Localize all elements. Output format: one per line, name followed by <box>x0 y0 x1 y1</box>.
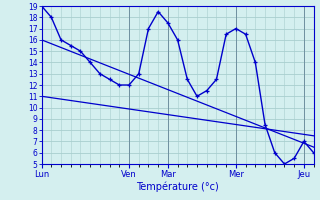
X-axis label: Température (°c): Température (°c) <box>136 181 219 192</box>
